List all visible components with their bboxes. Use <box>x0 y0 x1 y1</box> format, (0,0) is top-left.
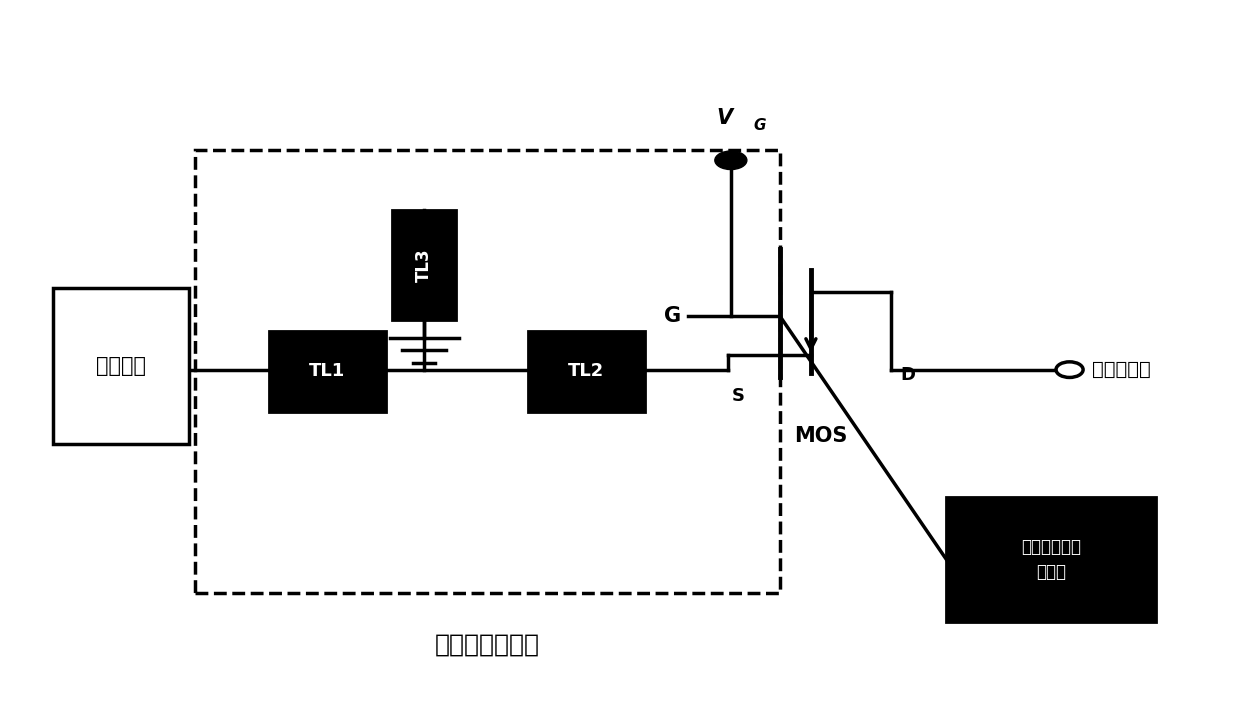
Circle shape <box>714 151 746 169</box>
Text: 四分之一波长
传输线: 四分之一波长 传输线 <box>1021 538 1081 581</box>
Text: MOS: MOS <box>794 426 847 447</box>
Text: 信号输出端: 信号输出端 <box>1091 360 1151 379</box>
Text: G: G <box>665 307 682 327</box>
Text: 传输线匹配网络: 传输线匹配网络 <box>435 633 541 656</box>
Text: TL1: TL1 <box>309 363 346 381</box>
Text: V: V <box>717 108 733 129</box>
Bar <box>946 498 1156 622</box>
Bar <box>53 288 188 444</box>
Text: TL3: TL3 <box>415 248 433 281</box>
Bar <box>392 210 456 320</box>
Text: TL2: TL2 <box>568 363 604 381</box>
Bar <box>269 330 386 412</box>
Bar <box>195 149 780 593</box>
Text: G: G <box>753 118 765 134</box>
Bar <box>528 330 645 412</box>
Text: S: S <box>732 388 745 406</box>
Text: D: D <box>900 366 916 384</box>
Text: 阵列天线: 阵列天线 <box>97 356 146 376</box>
